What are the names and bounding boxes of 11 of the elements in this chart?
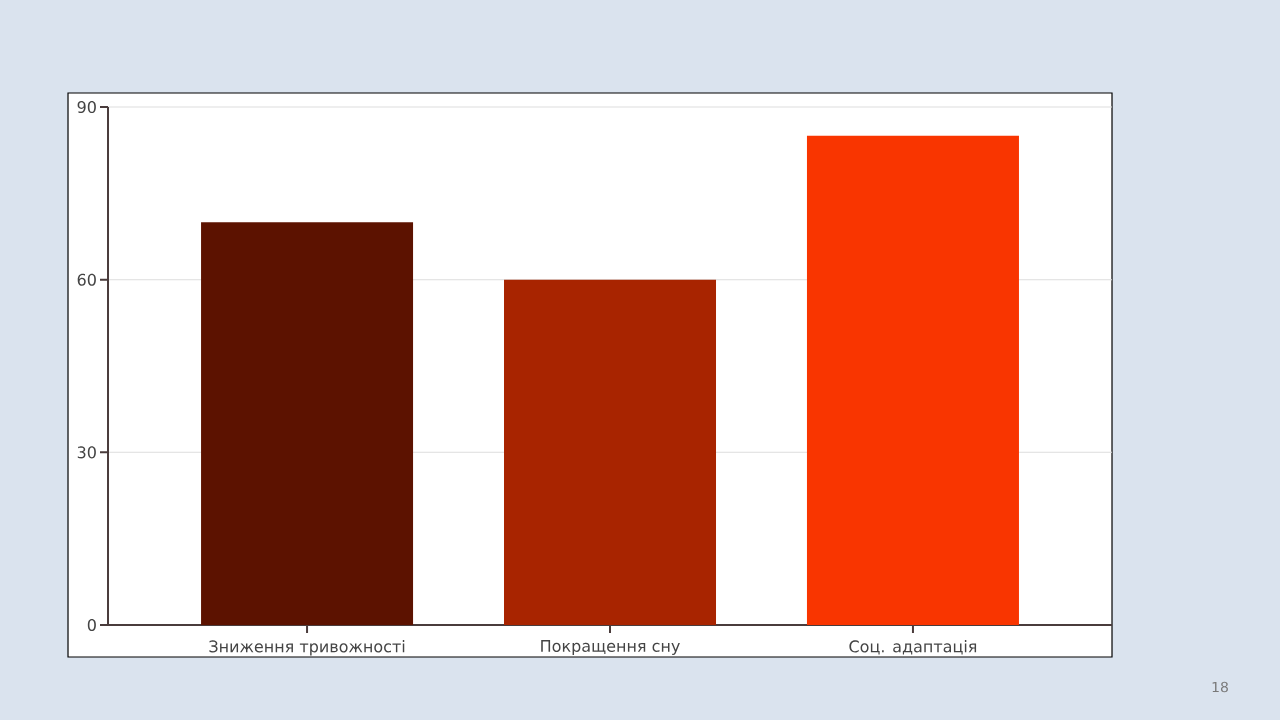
text: 18 [1212,681,1228,693]
y-tick-label: 90 [77,100,96,114]
x-tick-label: Покращення сну [541,640,680,656]
y-tick-label: 0 [87,618,96,632]
bar [806,135,1019,626]
y-tick-label: 60 [77,273,96,286]
bar [504,279,717,626]
x-tick-label: Зниження тривожності [209,640,405,656]
x-tick-label: Соц. адаптація [849,640,977,655]
y-tick-label: 30 [77,446,96,459]
bar [201,222,414,626]
